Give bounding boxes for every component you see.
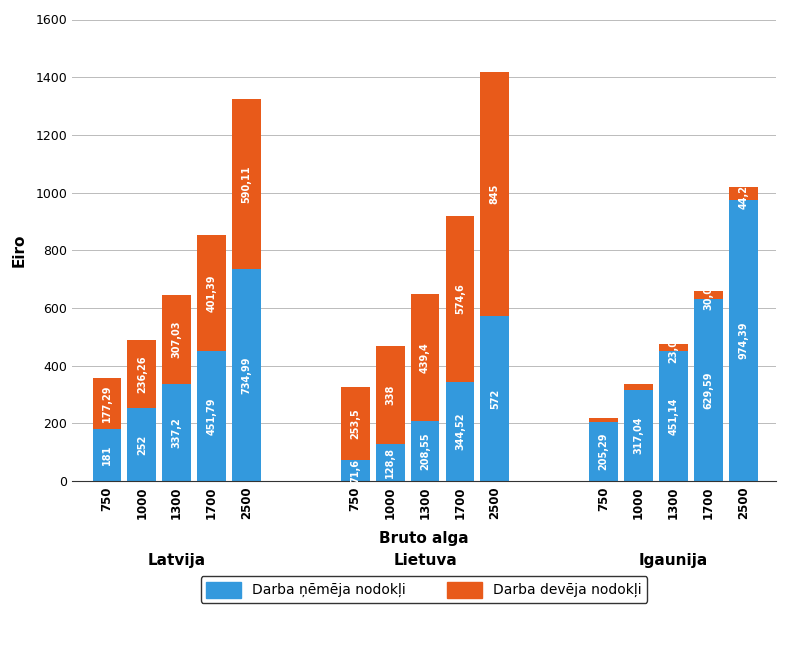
Bar xyxy=(232,269,261,481)
Text: 974,39: 974,39 xyxy=(738,322,748,359)
Bar xyxy=(481,316,509,481)
Bar xyxy=(198,235,226,351)
Text: 337,2: 337,2 xyxy=(172,417,182,448)
Bar xyxy=(694,300,722,481)
Text: 401,39: 401,39 xyxy=(206,274,217,311)
Text: Lietuva: Lietuva xyxy=(393,553,457,568)
Bar xyxy=(410,294,439,421)
Text: 177,29: 177,29 xyxy=(102,384,112,422)
Text: Igaunija: Igaunija xyxy=(638,553,708,568)
Bar xyxy=(590,418,618,422)
Bar xyxy=(624,384,653,389)
Text: 344,52: 344,52 xyxy=(455,413,465,450)
Text: 307,03: 307,03 xyxy=(172,320,182,358)
Text: 451,79: 451,79 xyxy=(206,397,217,435)
Bar xyxy=(162,384,191,481)
Text: 338: 338 xyxy=(385,385,395,406)
Bar xyxy=(127,408,156,481)
Bar xyxy=(446,216,474,382)
Y-axis label: Eiro: Eiro xyxy=(12,233,27,267)
Bar xyxy=(376,444,405,481)
Text: 253,5: 253,5 xyxy=(350,408,360,439)
Bar xyxy=(481,72,509,316)
Bar xyxy=(198,351,226,481)
Bar xyxy=(341,460,370,481)
Text: 845: 845 xyxy=(490,184,500,204)
Bar xyxy=(729,200,758,481)
Text: 128,8: 128,8 xyxy=(385,447,395,478)
Text: 208,55: 208,55 xyxy=(420,432,430,470)
Bar xyxy=(729,187,758,200)
Text: 734,99: 734,99 xyxy=(242,356,251,394)
Text: 23,01: 23,01 xyxy=(668,332,678,363)
Bar xyxy=(376,346,405,444)
Text: 236,26: 236,26 xyxy=(137,356,146,393)
Text: 252: 252 xyxy=(137,435,146,455)
Bar xyxy=(446,382,474,481)
Bar xyxy=(93,429,122,481)
Bar xyxy=(162,295,191,384)
Text: 205,29: 205,29 xyxy=(598,433,609,470)
Text: 572: 572 xyxy=(490,389,500,409)
Text: 629,59: 629,59 xyxy=(703,371,714,409)
Text: 451,14: 451,14 xyxy=(668,397,678,435)
Text: Bruto alga: Bruto alga xyxy=(379,531,469,546)
Bar xyxy=(232,99,261,269)
Text: 30,09: 30,09 xyxy=(703,280,714,311)
Bar xyxy=(590,422,618,481)
Legend: Darba ņēmēja nodokļi, Darba devēja nodokļi: Darba ņēmēja nodokļi, Darba devēja nodok… xyxy=(201,576,647,603)
Bar xyxy=(341,387,370,460)
Bar xyxy=(624,389,653,481)
Text: Latvija: Latvija xyxy=(148,553,206,568)
Text: 181: 181 xyxy=(102,445,112,465)
Text: 317,04: 317,04 xyxy=(634,417,643,454)
Bar xyxy=(694,291,722,300)
Text: 590,11: 590,11 xyxy=(242,165,251,203)
Text: 439,4: 439,4 xyxy=(420,342,430,373)
Bar xyxy=(127,340,156,408)
Text: 71,6: 71,6 xyxy=(350,459,360,483)
Text: 44,25: 44,25 xyxy=(738,178,748,209)
Text: 574,6: 574,6 xyxy=(455,283,465,314)
Bar xyxy=(659,344,688,351)
Bar xyxy=(93,378,122,429)
Bar xyxy=(410,421,439,481)
Bar xyxy=(659,351,688,481)
